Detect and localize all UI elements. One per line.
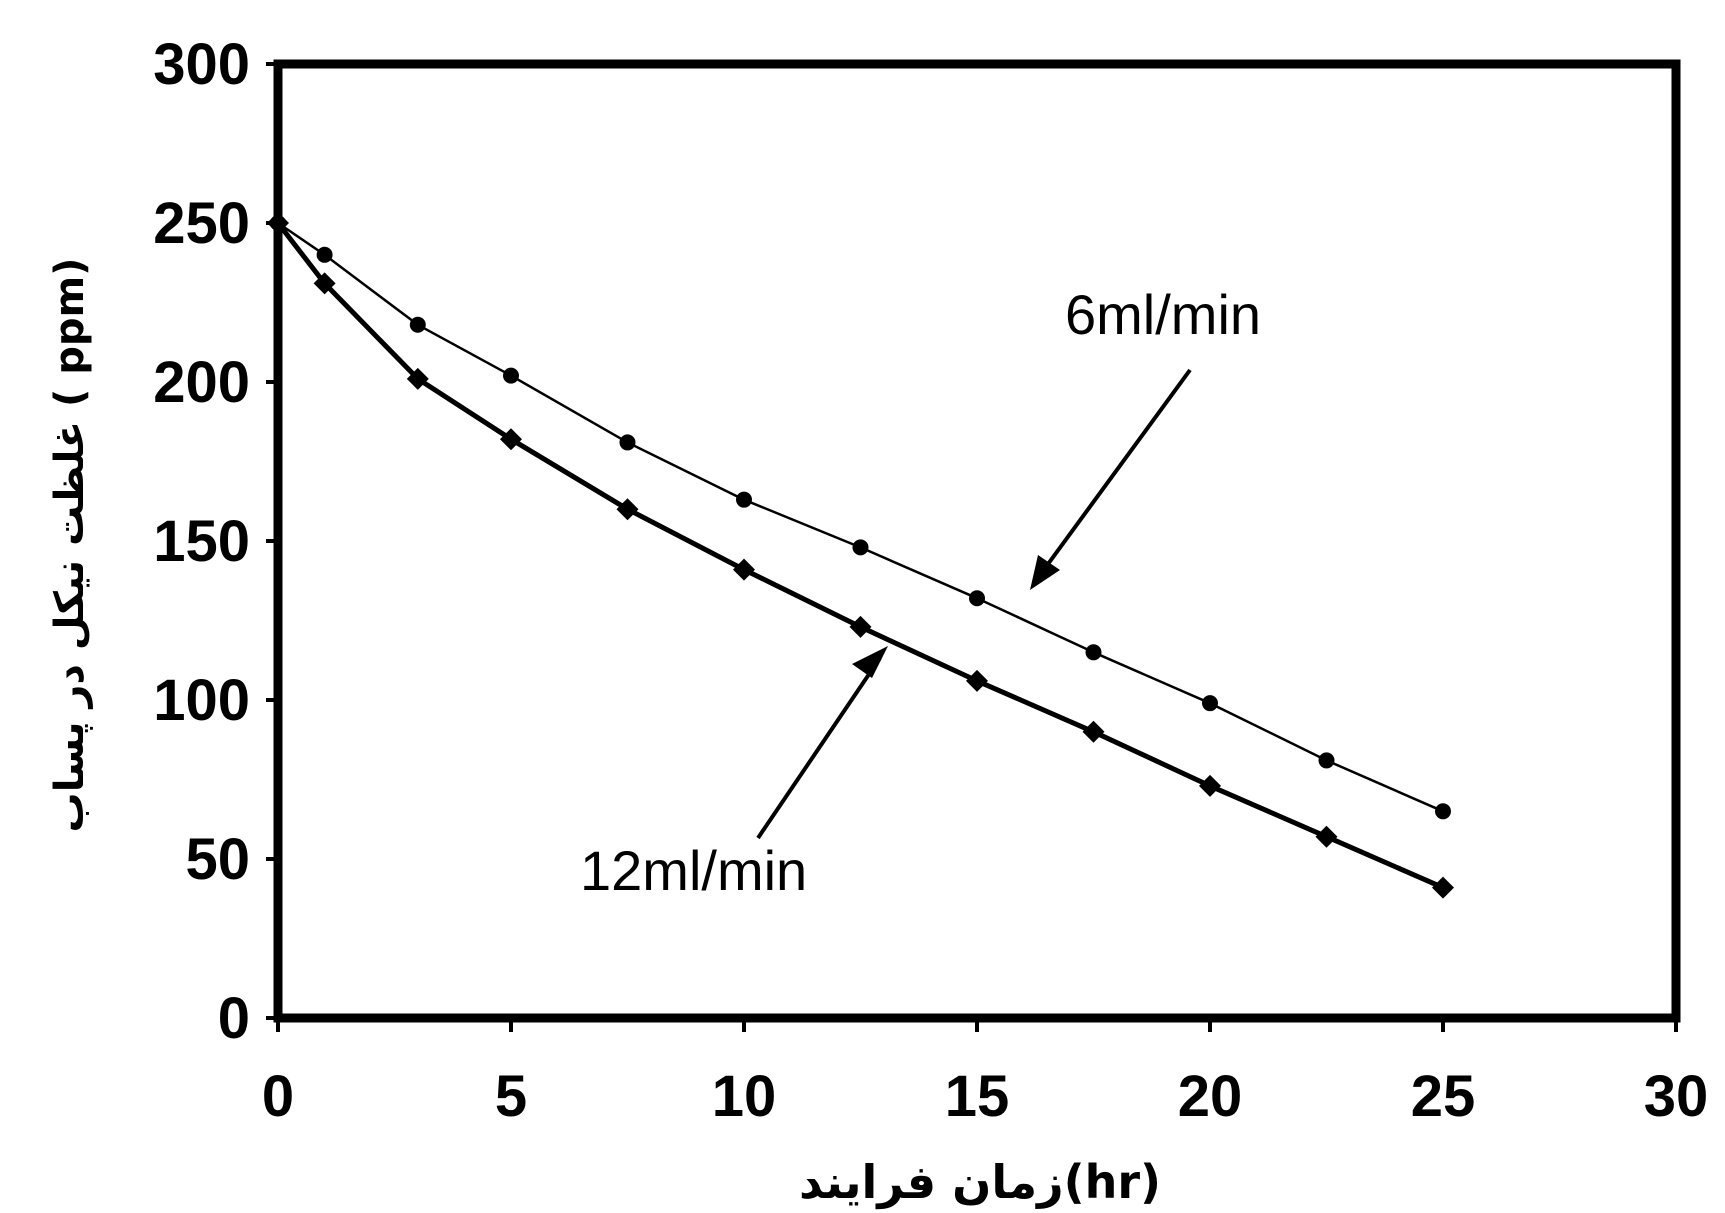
data-point: [406, 367, 429, 390]
annotation-12ml-arrowhead: [852, 646, 888, 678]
data-point: [1082, 720, 1105, 743]
x-tick-label: 5: [495, 1064, 527, 1129]
x-axis: 0 5 10 15 20 25 30: [262, 1018, 1708, 1129]
annotation-6ml-arrowhead: [1030, 555, 1060, 590]
data-point: [1202, 695, 1218, 712]
data-point: [1318, 752, 1335, 769]
y-axis-title: غلظت نیکل در پساب ( ppm): [47, 258, 93, 833]
data-point: [1315, 825, 1338, 848]
y-tick-label: 300: [153, 32, 250, 97]
x-tick-label: 30: [1644, 1064, 1709, 1129]
x-tick-label: 25: [1411, 1064, 1476, 1129]
annotation-12ml: 12ml/min: [580, 646, 888, 902]
data-point: [267, 212, 289, 234]
data-point: [969, 590, 985, 607]
x-tick-label: 10: [712, 1064, 777, 1129]
data-point: [619, 434, 636, 451]
data-point: [1435, 803, 1451, 820]
y-tick-label: 100: [153, 668, 250, 733]
data-point: [500, 428, 522, 451]
data-point: [316, 246, 333, 263]
series-line-12ml-min: [276, 221, 1445, 890]
y-tick-label: 150: [153, 509, 250, 574]
annotation-6ml-label: 6ml/min: [1065, 283, 1261, 346]
series-line-6ml-min: [277, 221, 1444, 813]
data-point: [733, 558, 755, 581]
annotation-6ml-arrow-shaft: [1038, 368, 1192, 577]
data-point: [409, 316, 426, 333]
series-layer: [267, 212, 1454, 899]
data-point: [852, 539, 869, 556]
data-point: [1432, 876, 1454, 899]
annotation-12ml-label: 12ml/min: [580, 839, 807, 902]
series-6ml-min: [270, 215, 1451, 820]
data-point: [616, 498, 639, 521]
x-tick-label: 15: [945, 1064, 1010, 1129]
data-point: [966, 669, 988, 692]
annotation-6ml: 6ml/min: [1030, 283, 1261, 590]
x-axis-title: زمان فرایند(hr): [799, 1155, 1161, 1209]
data-point: [736, 491, 752, 508]
data-point: [849, 615, 872, 638]
annotation-12ml-arrow-shaft: [756, 656, 882, 840]
y-tick-label: 200: [153, 350, 250, 415]
data-point: [1199, 774, 1221, 797]
y-axis: 0 50 100 150 200 250 300: [153, 32, 278, 1051]
series-12ml-min: [267, 212, 1454, 899]
data-point: [1085, 644, 1102, 661]
data-point: [313, 272, 336, 295]
x-tick-label: 0: [262, 1064, 294, 1129]
y-tick-label: 50: [185, 827, 250, 892]
x-tick-label: 20: [1178, 1064, 1243, 1129]
y-tick-label: 250: [153, 191, 250, 256]
data-point: [503, 367, 519, 384]
plot-area-frame: [273, 59, 1681, 1023]
y-tick-label: 0: [218, 986, 250, 1051]
